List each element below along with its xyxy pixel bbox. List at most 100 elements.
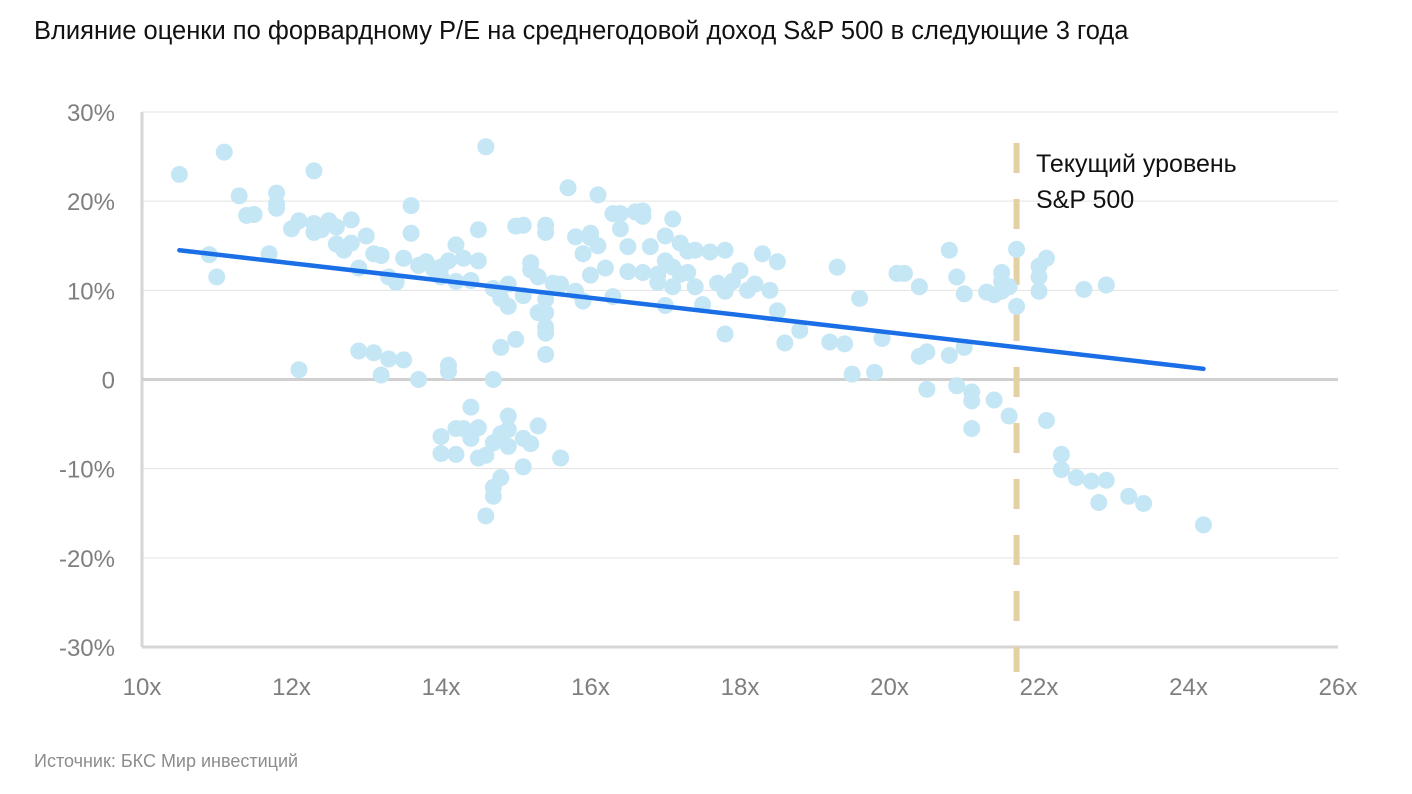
data-point: [537, 223, 555, 241]
data-point: [469, 419, 487, 437]
data-point: [567, 228, 585, 246]
data-point: [634, 264, 652, 281]
data-point: [776, 334, 794, 352]
data-point: [552, 449, 570, 467]
data-point: [918, 380, 936, 398]
data-point: [208, 268, 226, 286]
data-point: [1194, 516, 1212, 534]
data-point: [634, 207, 652, 225]
data-point: [761, 281, 779, 299]
x-tick-label: 18x: [721, 674, 760, 701]
x-tick-label: 14x: [422, 674, 461, 701]
data-point: [1120, 487, 1138, 505]
data-point: [1008, 240, 1026, 258]
data-point: [537, 304, 555, 322]
data-point: [514, 458, 532, 476]
data-point: [342, 234, 360, 252]
data-point: [716, 241, 734, 259]
y-tick-label: 30%: [67, 100, 115, 127]
data-point: [1037, 412, 1055, 430]
data-point: [395, 249, 413, 267]
data-point: [350, 342, 368, 360]
current-level-label: S&P 500: [1036, 186, 1134, 214]
data-point: [963, 420, 981, 438]
data-point: [716, 325, 734, 343]
data-point: [582, 224, 599, 242]
data-point: [866, 363, 884, 381]
data-point: [940, 241, 958, 259]
data-point: [499, 297, 517, 315]
data-point: [948, 268, 966, 286]
data-point: [305, 162, 323, 180]
data-point: [439, 362, 457, 380]
data-point: [679, 264, 697, 281]
data-point: [365, 344, 383, 362]
data-point: [821, 333, 839, 351]
current-level-label: Текущий уровень: [1036, 150, 1237, 178]
source-note: Источник: БКС Мир инвестиций: [34, 751, 299, 771]
data-point: [454, 249, 472, 267]
data-point: [477, 138, 495, 156]
data-point: [686, 278, 704, 296]
data-point: [664, 210, 682, 228]
chart-title: Влияние оценки по форвардному P/E на сре…: [34, 17, 1129, 45]
data-point: [746, 275, 764, 293]
data-point: [619, 263, 637, 281]
data-point: [582, 266, 599, 284]
x-tick-label: 12x: [272, 674, 311, 701]
data-point: [268, 199, 286, 217]
x-tick-label: 16x: [571, 674, 610, 701]
data-point: [611, 220, 629, 238]
y-tick-label: -10%: [59, 457, 115, 484]
data-point: [357, 227, 375, 245]
data-point: [290, 361, 308, 379]
data-point: [686, 241, 704, 259]
data-point: [529, 268, 547, 286]
data-point: [955, 285, 973, 303]
data-point: [1037, 249, 1055, 267]
data-point: [477, 507, 495, 525]
data-point: [492, 469, 510, 487]
data-point: [469, 221, 487, 239]
data-point: [477, 446, 495, 464]
data-point: [1000, 407, 1018, 425]
data-point: [828, 258, 846, 276]
y-tick-label: 0: [102, 368, 115, 395]
data-point: [641, 238, 659, 256]
data-point: [327, 218, 345, 236]
data-point: [245, 206, 263, 224]
data-point: [851, 289, 869, 307]
data-point: [664, 278, 682, 296]
data-point: [1082, 472, 1100, 490]
data-point: [918, 343, 936, 361]
data-point: [1030, 282, 1048, 300]
data-point: [596, 259, 614, 277]
y-tick-label: -30%: [59, 635, 115, 662]
grid-lines: [142, 111, 1338, 559]
data-point: [410, 371, 428, 388]
data-point: [948, 377, 966, 395]
data-point: [499, 437, 517, 455]
data-point: [499, 420, 517, 438]
data-point: [342, 211, 360, 229]
data-points: [170, 138, 1212, 534]
y-tick-label: 10%: [67, 278, 115, 305]
y-tick-label: -20%: [59, 546, 115, 573]
data-point: [170, 165, 188, 183]
data-point: [462, 398, 480, 416]
data-point: [910, 278, 928, 296]
data-point: [484, 371, 502, 388]
data-point: [215, 143, 233, 161]
tick-labels: -30% -20% -10% 0 10% 20% 30% 10x 12x 14x 16x 18x 20x…: [59, 100, 1357, 701]
data-point: [499, 407, 517, 425]
data-point: [290, 212, 308, 230]
data-point: [380, 350, 398, 368]
data-point: [768, 253, 786, 271]
data-point: [432, 445, 450, 463]
data-point: [619, 238, 637, 256]
x-tick-label: 24x: [1169, 674, 1208, 701]
data-point: [649, 265, 667, 283]
data-point: [537, 346, 555, 364]
data-point: [529, 417, 547, 435]
data-point: [395, 351, 413, 369]
